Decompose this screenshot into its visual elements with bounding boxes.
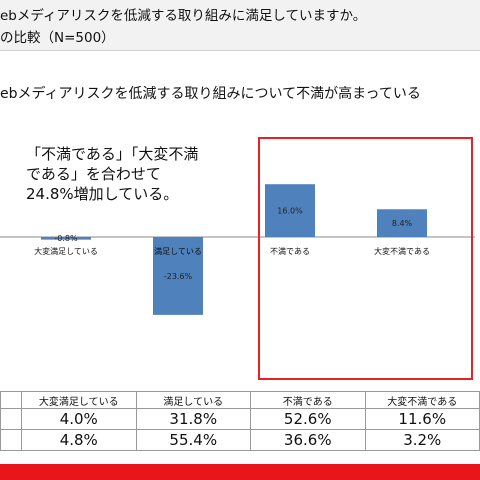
data-label: -23.6%	[164, 272, 193, 281]
data-label: 16.0%	[277, 207, 303, 216]
bar	[377, 209, 427, 237]
table-row-label	[0, 429, 22, 451]
table-corner-cell	[0, 391, 22, 409]
callout-line: である」を合わせて	[26, 165, 161, 183]
table-cell: 11.6%	[364, 408, 480, 430]
category-label: 満足している	[154, 247, 202, 256]
bar	[41, 237, 91, 240]
callout-line: 「不満である」「大変不満	[26, 145, 199, 163]
table-cell: 52.6%	[250, 408, 366, 430]
bar	[153, 237, 203, 315]
category-label: 不満である	[270, 247, 310, 256]
summary-table: 大変満足している 満足している 不満である 大変不満である 4.0% 31.8%…	[0, 391, 480, 451]
callout-line: 24.8%増加している。	[26, 185, 179, 203]
table-cell: 3.2%	[364, 429, 480, 451]
table-cell: 31.8%	[135, 408, 251, 430]
table-cell: 55.4%	[135, 429, 251, 451]
comparison-text: の比較（N=500）	[0, 30, 115, 46]
chart-title: ebメディアリスクを低減する取り組みについて不満が高まっている	[0, 86, 421, 102]
data-label: 8.4%	[392, 219, 413, 228]
category-label: 大変満足している	[34, 246, 98, 256]
bar-chart: -0.8% 大変満足している -23.6% 満足している 16.0% 不満である 8.4% 大…	[0, 184, 475, 315]
callout-box	[258, 137, 473, 380]
table-header-cell: 大変満足している	[21, 391, 137, 409]
accent-bar	[0, 464, 480, 480]
table-header-cell: 満足している	[135, 391, 251, 409]
category-label: 大変不満である	[374, 246, 430, 256]
data-label: -0.8%	[54, 234, 78, 243]
table-row: 4.8% 55.4% 36.6% 3.2%	[0, 429, 480, 451]
table-header-row: 大変満足している 満足している 不満である 大変不満である	[0, 391, 480, 409]
table-row: 4.0% 31.8% 52.6% 11.6%	[0, 408, 480, 430]
table-cell: 4.8%	[21, 429, 137, 451]
table-header-cell: 大変不満である	[364, 391, 480, 409]
table-cell: 4.0%	[21, 408, 137, 430]
table-row-label	[0, 408, 22, 430]
callout-text: 「不満である」「大変不満 である」を合わせて 24.8%増加している。	[26, 144, 216, 204]
table-header-cell: 不満である	[250, 391, 366, 409]
question-text: ebメディアリスクを低減する取り組みに満足していますか。	[0, 8, 367, 24]
table-cell: 36.6%	[250, 429, 366, 451]
bar	[265, 184, 315, 237]
question-header: ebメディアリスクを低減する取り組みに満足していますか。 の比較（N=500）	[0, 0, 480, 51]
